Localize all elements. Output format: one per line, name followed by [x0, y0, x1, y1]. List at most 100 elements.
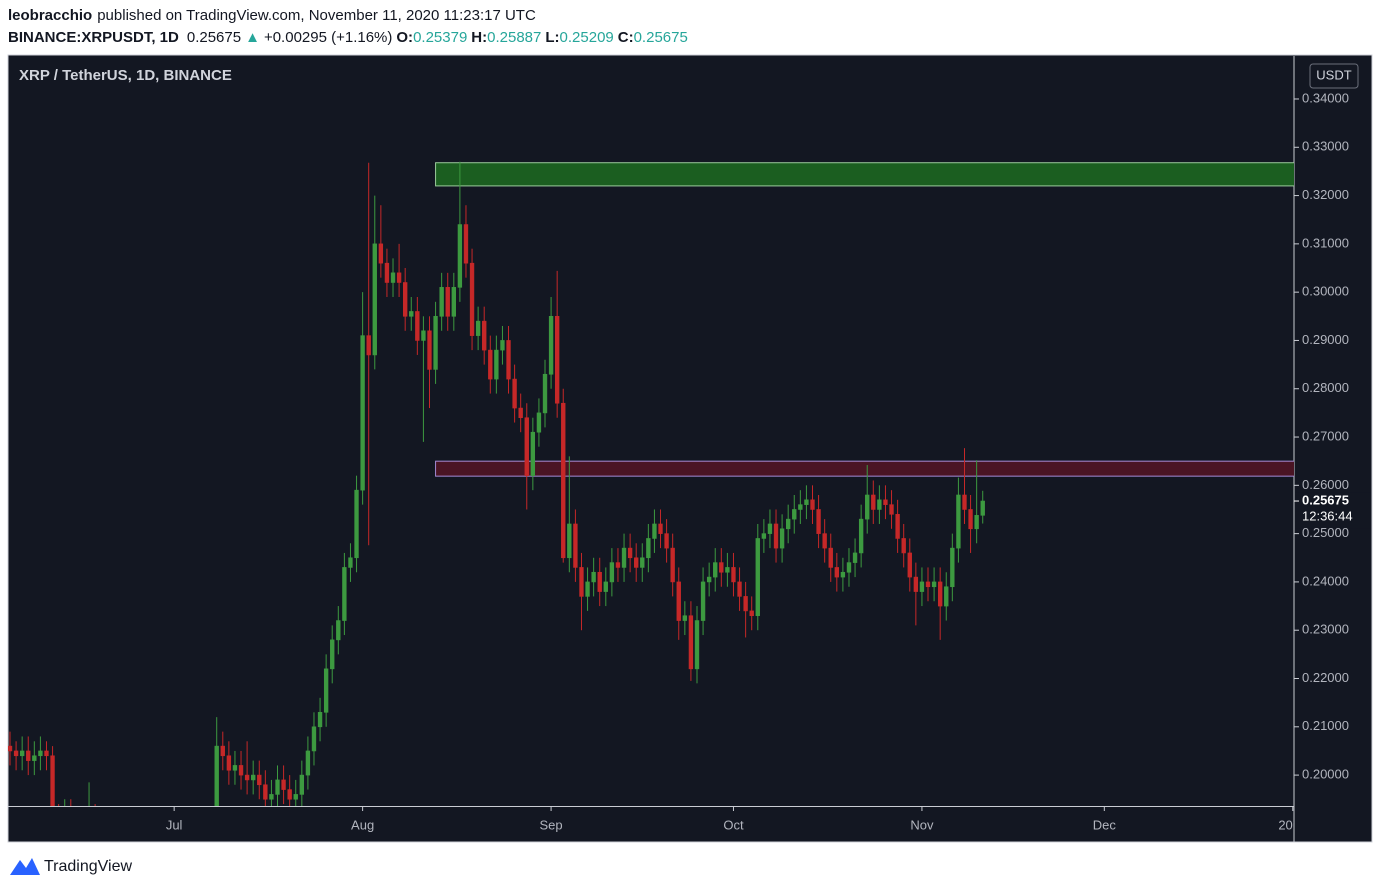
candle-body [427, 330, 432, 370]
candle-body [263, 784, 268, 800]
candle-body [950, 547, 955, 588]
countdown: 12:36:44 [1302, 508, 1353, 523]
candle-body [482, 320, 487, 351]
candle-body [822, 533, 827, 549]
candle-body [567, 523, 572, 559]
candle-body [743, 596, 748, 612]
candle-body [828, 547, 833, 568]
candle-body [852, 552, 858, 563]
symbol: BINANCE:XRPUSDT, 1D [8, 29, 179, 46]
candle-body [798, 504, 803, 510]
candle-body [737, 581, 742, 597]
y-tick-label: 0.20000 [1302, 767, 1349, 782]
candle-body [506, 340, 511, 380]
candle-body [925, 581, 931, 588]
currency[interactable]: USDT [1316, 67, 1351, 82]
candle-body [433, 316, 438, 370]
candle-body [463, 224, 469, 264]
open-label: O: [396, 29, 413, 46]
candle-body [494, 349, 499, 380]
candle-body [348, 557, 353, 568]
candle-body [792, 509, 797, 520]
high-label: H: [471, 29, 487, 46]
candle-body [299, 774, 305, 795]
candle-body [871, 494, 876, 510]
y-tick-label: 0.26000 [1302, 477, 1349, 492]
candle-body [804, 499, 809, 505]
y-tick-label: 0.27000 [1302, 428, 1349, 443]
candle-body [50, 755, 55, 806]
candle-body [810, 499, 815, 510]
candle-body [597, 571, 602, 592]
candle-body [390, 272, 396, 283]
candle-body [275, 779, 280, 795]
candle-body [573, 523, 578, 568]
candle-body [895, 514, 900, 539]
candle-body [913, 576, 919, 592]
candle-body [706, 576, 712, 583]
footer-bar [0, 843, 1381, 890]
candle-body [26, 750, 31, 761]
x-tick-label: Aug [351, 817, 374, 832]
candle-body [956, 494, 961, 549]
candle-body [640, 557, 645, 568]
brand[interactable]: TradingView [44, 858, 132, 875]
candle-body [13, 750, 19, 757]
change-arrow: ▲ [245, 29, 260, 46]
candle-body [785, 518, 791, 530]
candle-body [980, 500, 985, 516]
candle-body [330, 639, 335, 670]
currency-button[interactable] [1309, 63, 1359, 89]
published: published on TradingView.com, November 1… [97, 7, 536, 24]
candle-body [269, 794, 274, 800]
author[interactable]: leobracchio [8, 7, 92, 24]
y-tick-label: 0.28000 [1302, 380, 1349, 395]
candle-body [421, 330, 426, 341]
y-tick-label: 0.29000 [1302, 332, 1349, 347]
candle-body [220, 745, 225, 757]
candle-body [548, 316, 554, 375]
candle-body [305, 750, 311, 776]
candle-body [779, 528, 785, 549]
brand-logo[interactable] [10, 858, 40, 875]
candle-body [694, 620, 700, 670]
candle-body [512, 378, 517, 409]
candle-body [889, 504, 894, 515]
plot-area [8, 161, 1294, 806]
candle-body [378, 243, 384, 264]
candle-body [500, 340, 505, 351]
candle-body [968, 509, 973, 530]
candle-body [700, 581, 706, 621]
candle-body [214, 745, 219, 806]
candle-body [372, 243, 377, 356]
candle-body [719, 562, 724, 573]
candle-body [901, 538, 906, 554]
x-tick-label: Oct [723, 817, 744, 832]
candle-body [488, 349, 493, 380]
candle-body [281, 779, 286, 790]
candle-body [755, 538, 760, 617]
candle-body [244, 774, 250, 781]
y-tick-label: 0.21000 [1302, 718, 1349, 733]
candle-body [634, 557, 639, 568]
candle-body [767, 523, 773, 534]
candle-body [627, 547, 633, 559]
candle-body [554, 316, 560, 404]
candle-body [445, 287, 450, 317]
candle-body [226, 755, 232, 771]
candle-body [232, 765, 238, 771]
candle-body [865, 494, 870, 520]
last-price: 0.25675 [187, 29, 241, 46]
zone [435, 162, 1294, 187]
candle-body [615, 562, 621, 568]
y-tick-label: 0.32000 [1302, 187, 1349, 202]
low-label: L: [545, 29, 559, 46]
y-tick-label: 0.34000 [1302, 90, 1349, 105]
candle-body [646, 538, 651, 559]
candle-body [907, 552, 912, 578]
candle-body [773, 523, 779, 549]
candle-body [561, 402, 566, 559]
candle-body [366, 335, 371, 356]
chart-title: XRP / TetherUS, 1D, BINANCE [19, 67, 232, 84]
